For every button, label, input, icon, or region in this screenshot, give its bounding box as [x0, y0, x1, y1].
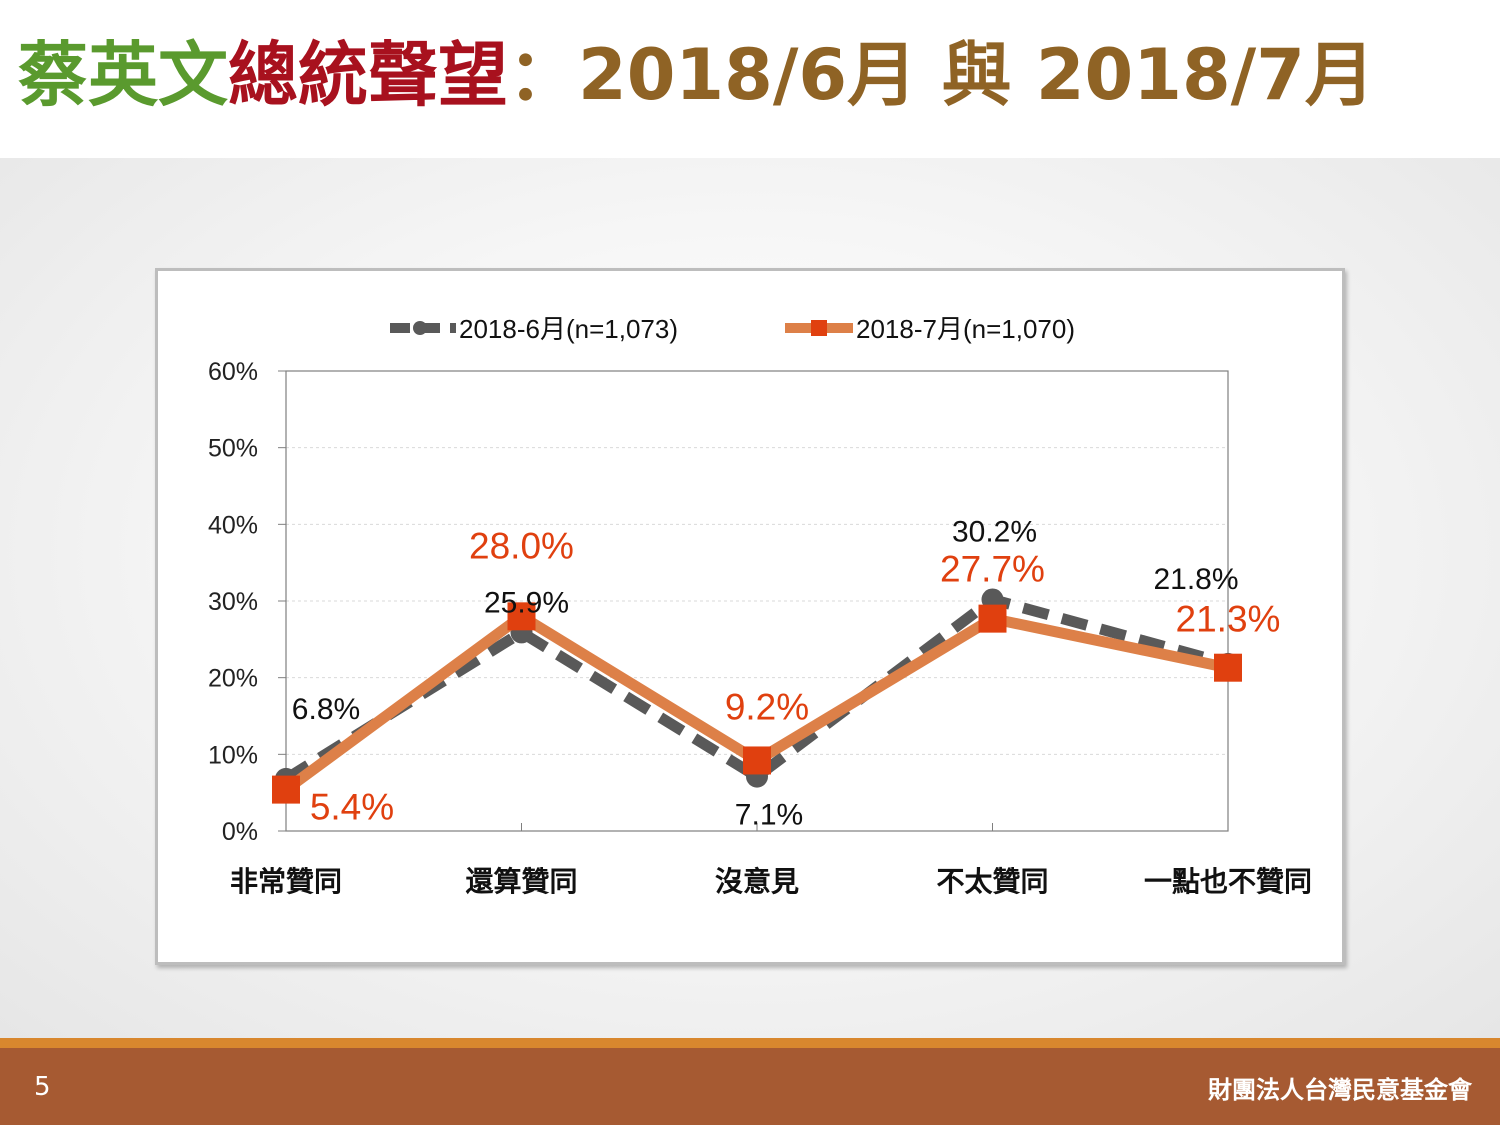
data-label-june: 25.9%: [484, 586, 569, 619]
series-point-july: [507, 602, 536, 631]
slide-title: 蔡英文總統聲望：2018/6月 與 2018/7月: [18, 40, 1375, 110]
y-tick-label: 0%: [222, 818, 258, 846]
legend-label-july: 2018-7月(n=1,070): [856, 314, 1075, 344]
title-topic: 總統聲望: [228, 34, 508, 116]
footer-bar: [0, 1048, 1500, 1125]
data-label-june: 6.8%: [292, 693, 360, 726]
data-label-june: 7.1%: [735, 799, 803, 832]
y-tick-label: 30%: [208, 588, 258, 616]
line-chart: 0% 10% 20% 30% 40% 50% 60% 非常贊同 還算贊同 沒意見 不太贊同 一點也不贊…: [208, 314, 1312, 898]
x-category-label: 一點也不贊同: [1144, 865, 1312, 898]
y-tick-label: 60%: [208, 358, 258, 386]
series-point-july: [978, 604, 1007, 633]
legend-marker-july: [811, 320, 827, 336]
series-point-july: [1214, 653, 1242, 682]
data-label-july: 9.2%: [725, 686, 809, 727]
y-tick-label: 10%: [208, 741, 258, 769]
footer-stripe: [0, 1038, 1500, 1048]
page-number: 5: [34, 1072, 51, 1102]
data-label-june: 30.2%: [952, 515, 1037, 548]
chart-frame: 0% 10% 20% 30% 40% 50% 60% 非常贊同 還算贊同 沒意見 不太贊同 一點也不贊…: [155, 268, 1345, 965]
x-category-label: 不太贊同: [936, 865, 1048, 898]
title-bar: 蔡英文總統聲望：2018/6月 與 2018/7月: [0, 0, 1500, 158]
series-point-july: [743, 746, 771, 775]
data-label-july: 27.7%: [940, 549, 1045, 590]
legend-marker-june: [413, 321, 427, 335]
y-tick-label: 40%: [208, 511, 258, 539]
title-period: ：2018/6月 與 2018/7月: [508, 34, 1375, 116]
x-category-label: 沒意見: [715, 865, 799, 898]
y-tick-label: 50%: [208, 435, 258, 463]
x-category-label: 還算贊同: [465, 865, 577, 898]
x-category-label: 非常贊同: [230, 865, 342, 898]
title-name: 蔡英文: [18, 34, 228, 116]
series-line-june: [283, 593, 1230, 784]
legend-label-june: 2018-6月(n=1,073): [459, 314, 678, 344]
y-tick-label: 20%: [208, 665, 258, 693]
data-label-july: 21.3%: [1176, 599, 1281, 640]
organization-name: 財團法人台灣民意基金會: [1208, 1076, 1472, 1104]
data-label-july: 28.0%: [469, 525, 574, 566]
series-point-july: [272, 775, 300, 804]
data-label-july: 5.4%: [310, 787, 394, 828]
data-label-june: 21.8%: [1153, 563, 1238, 596]
